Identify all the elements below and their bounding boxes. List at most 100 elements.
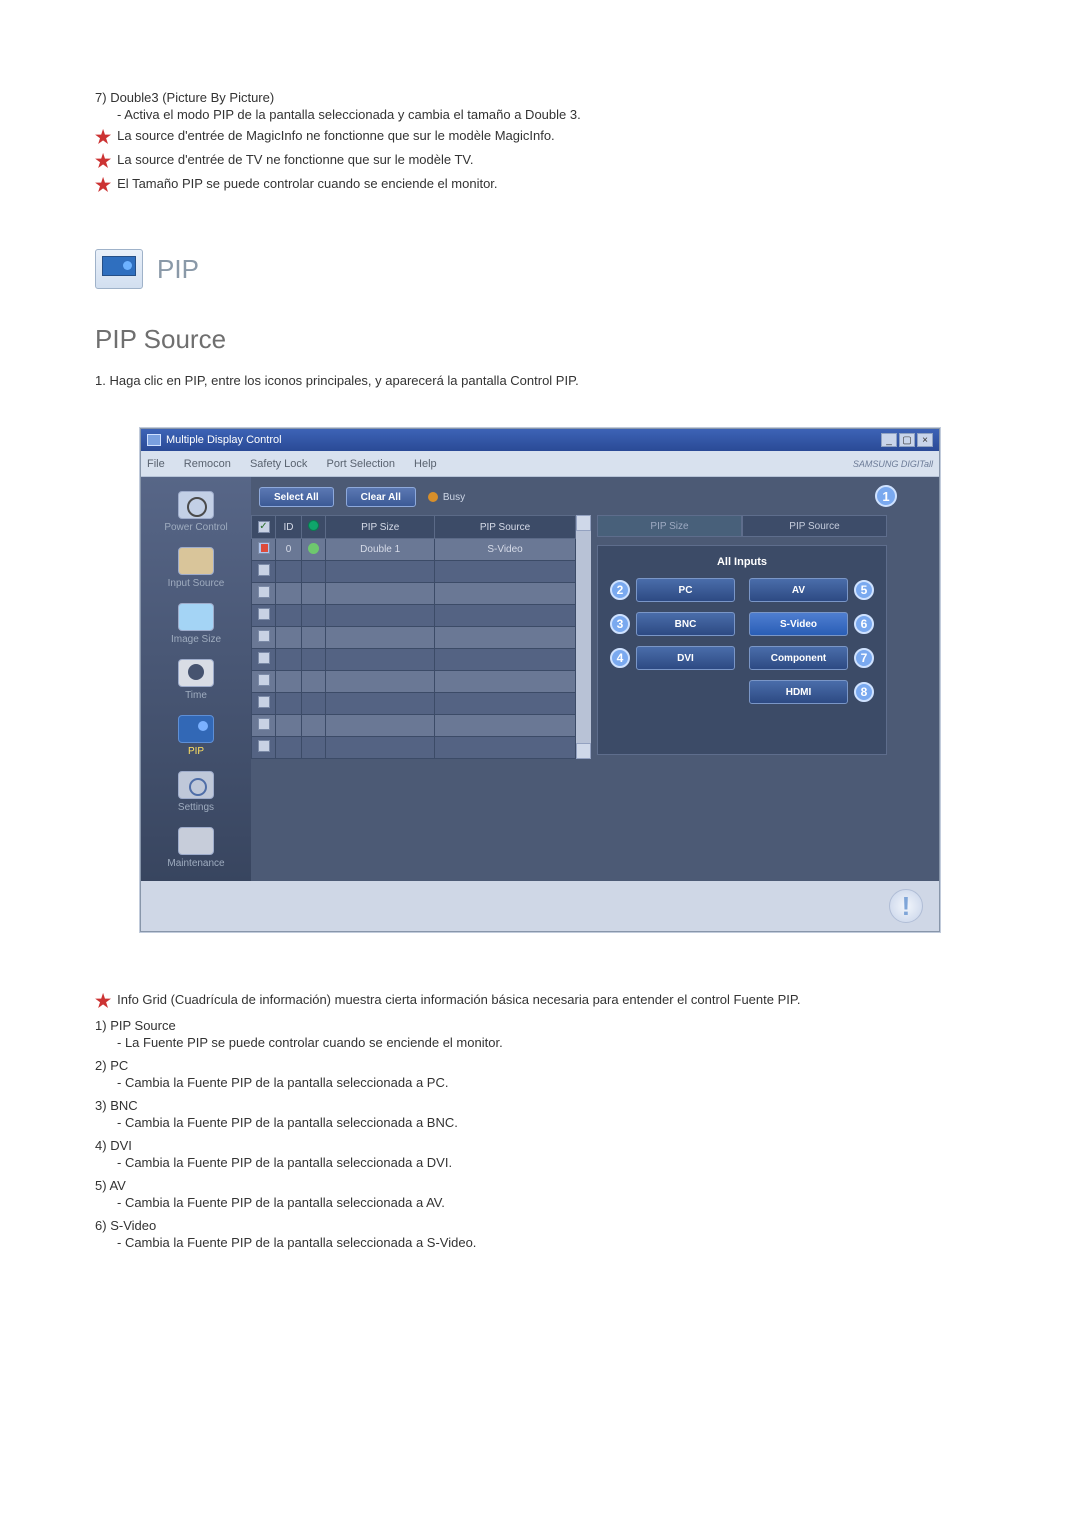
close-button[interactable]: × (917, 433, 933, 447)
pip-heading-block: PIP (95, 249, 985, 289)
bnc-button[interactable]: BNC (636, 612, 735, 636)
row-checkbox[interactable] (258, 674, 270, 686)
table-row[interactable]: 0 Double 1 S-Video (252, 539, 576, 561)
sidebar-item-input-source[interactable]: Input Source (168, 547, 225, 589)
app-icon (147, 434, 161, 446)
top-list-num: 7) (95, 90, 107, 105)
list-item: 4) DVI - Cambia la Fuente PIP de la pant… (95, 1138, 985, 1170)
list-item: 2) PC - Cambia la Fuente PIP de la panta… (95, 1058, 985, 1090)
list-item: 6) S-Video - Cambia la Fuente PIP de la … (95, 1218, 985, 1250)
app-footer: ! (141, 881, 939, 931)
select-all-button[interactable]: Select All (259, 487, 334, 507)
sidebar-label: Power Control (164, 522, 227, 533)
star-icon: ★ (95, 128, 111, 146)
pc-button[interactable]: PC (636, 578, 735, 602)
note-text: El Tamaño PIP se puede controlar cuando … (117, 176, 985, 191)
row-checkbox[interactable] (258, 740, 270, 752)
info-icon[interactable]: ! (889, 889, 923, 923)
busy-label: Busy (443, 492, 465, 503)
row-checkbox[interactable] (258, 542, 270, 554)
table-scrollbar[interactable] (576, 515, 591, 759)
sidebar-item-image-size[interactable]: Image Size (171, 603, 221, 645)
row-checkbox[interactable] (258, 652, 270, 664)
list-detail: - Cambia la Fuente PIP de la pantalla se… (95, 1235, 985, 1250)
note-text: La source d'entrée de TV ne fonctionne q… (117, 152, 985, 167)
app-window: Multiple Display Control _ ▢ × File Remo… (140, 428, 940, 932)
sidebar-item-time[interactable]: Time (178, 659, 214, 701)
row-checkbox[interactable] (258, 564, 270, 576)
top-list-label: Double3 (Picture By Picture) (110, 90, 274, 105)
header-status-icon (308, 520, 319, 531)
table-row[interactable] (252, 649, 576, 671)
scroll-up-button[interactable] (576, 515, 591, 531)
all-inputs-label: All Inputs (610, 556, 874, 568)
note-line: ★ La source d'entrée de MagicInfo ne fon… (95, 128, 985, 146)
intro-num: 1. (95, 373, 106, 388)
sidebar-item-pip[interactable]: PIP (178, 715, 214, 757)
list-num: 6) (95, 1218, 107, 1233)
table-row[interactable] (252, 715, 576, 737)
sidebar-item-settings[interactable]: Settings (178, 771, 214, 813)
list-detail: - Cambia la Fuente PIP de la pantalla se… (95, 1155, 985, 1170)
src-pc-cell: 2 PC (610, 578, 735, 602)
display-table-panel: ID PIP Size PIP Source 0 Double 1 S-Vide… (251, 515, 591, 759)
table-row[interactable] (252, 561, 576, 583)
row-id: 0 (276, 539, 302, 561)
table-row[interactable] (252, 627, 576, 649)
source-buttons-panel: All Inputs 2 PC AV 5 3 (597, 545, 887, 755)
table-row[interactable] (252, 671, 576, 693)
list-item: 5) AV - Cambia la Fuente PIP de la panta… (95, 1178, 985, 1210)
callout-3: 3 (610, 614, 630, 634)
callout-1: 1 (875, 485, 897, 507)
star-icon: ★ (95, 992, 111, 1010)
row-checkbox[interactable] (258, 608, 270, 620)
sidebar-label: Maintenance (167, 858, 224, 869)
bottom-list: 1) PIP Source - La Fuente PIP se puede c… (95, 1018, 985, 1250)
pip-icon (95, 249, 143, 289)
list-label: BNC (110, 1098, 137, 1113)
section-heading: PIP Source (95, 324, 985, 355)
sidebar-item-maintenance[interactable]: Maintenance (167, 827, 224, 869)
sidebar-item-power-control[interactable]: Power Control (164, 491, 227, 533)
menu-file[interactable]: File (147, 458, 165, 470)
dvi-button[interactable]: DVI (636, 646, 735, 670)
tab-pip-source[interactable]: PIP Source (742, 515, 887, 537)
table-row[interactable] (252, 693, 576, 715)
av-button[interactable]: AV (749, 578, 848, 602)
table-row[interactable] (252, 605, 576, 627)
menu-port-selection[interactable]: Port Selection (326, 458, 394, 470)
list-detail: - La Fuente PIP se puede controlar cuand… (95, 1035, 985, 1050)
sidebar: Power Control Input Source Image Size Ti… (141, 477, 251, 881)
tab-pip-size[interactable]: PIP Size (597, 515, 742, 537)
list-label: DVI (110, 1138, 132, 1153)
note-line: ★ La source d'entrée de TV ne fonctionne… (95, 152, 985, 170)
sidebar-label: Settings (178, 802, 214, 813)
maximize-button[interactable]: ▢ (899, 433, 915, 447)
maintenance-icon (178, 827, 214, 855)
component-button[interactable]: Component (749, 646, 848, 670)
row-checkbox[interactable] (258, 718, 270, 730)
table-row[interactable] (252, 583, 576, 605)
header-checkbox[interactable] (258, 521, 270, 533)
row-checkbox[interactable] (258, 630, 270, 642)
svideo-button[interactable]: S-Video (749, 612, 848, 636)
note-line: ★ El Tamaño PIP se puede controlar cuand… (95, 176, 985, 194)
scroll-down-button[interactable] (576, 743, 591, 759)
list-detail: - Cambia la Fuente PIP de la pantalla se… (95, 1195, 985, 1210)
row-checkbox[interactable] (258, 586, 270, 598)
col-pip-source: PIP Source (435, 516, 575, 539)
topbar: Select All Clear All Busy (251, 487, 931, 507)
display-table: ID PIP Size PIP Source 0 Double 1 S-Vide… (251, 515, 576, 759)
menu-help[interactable]: Help (414, 458, 437, 470)
clear-all-button[interactable]: Clear All (346, 487, 416, 507)
menu-safety-lock[interactable]: Safety Lock (250, 458, 307, 470)
hdmi-button[interactable]: HDMI (749, 680, 848, 704)
row-pip-size: Double 1 (326, 539, 435, 561)
minimize-button[interactable]: _ (881, 433, 897, 447)
pip-icon (178, 715, 214, 743)
row-checkbox[interactable] (258, 696, 270, 708)
col-pip-size: PIP Size (326, 516, 435, 539)
list-label: PIP Source (110, 1018, 176, 1033)
menu-remocon[interactable]: Remocon (184, 458, 231, 470)
table-row[interactable] (252, 737, 576, 759)
